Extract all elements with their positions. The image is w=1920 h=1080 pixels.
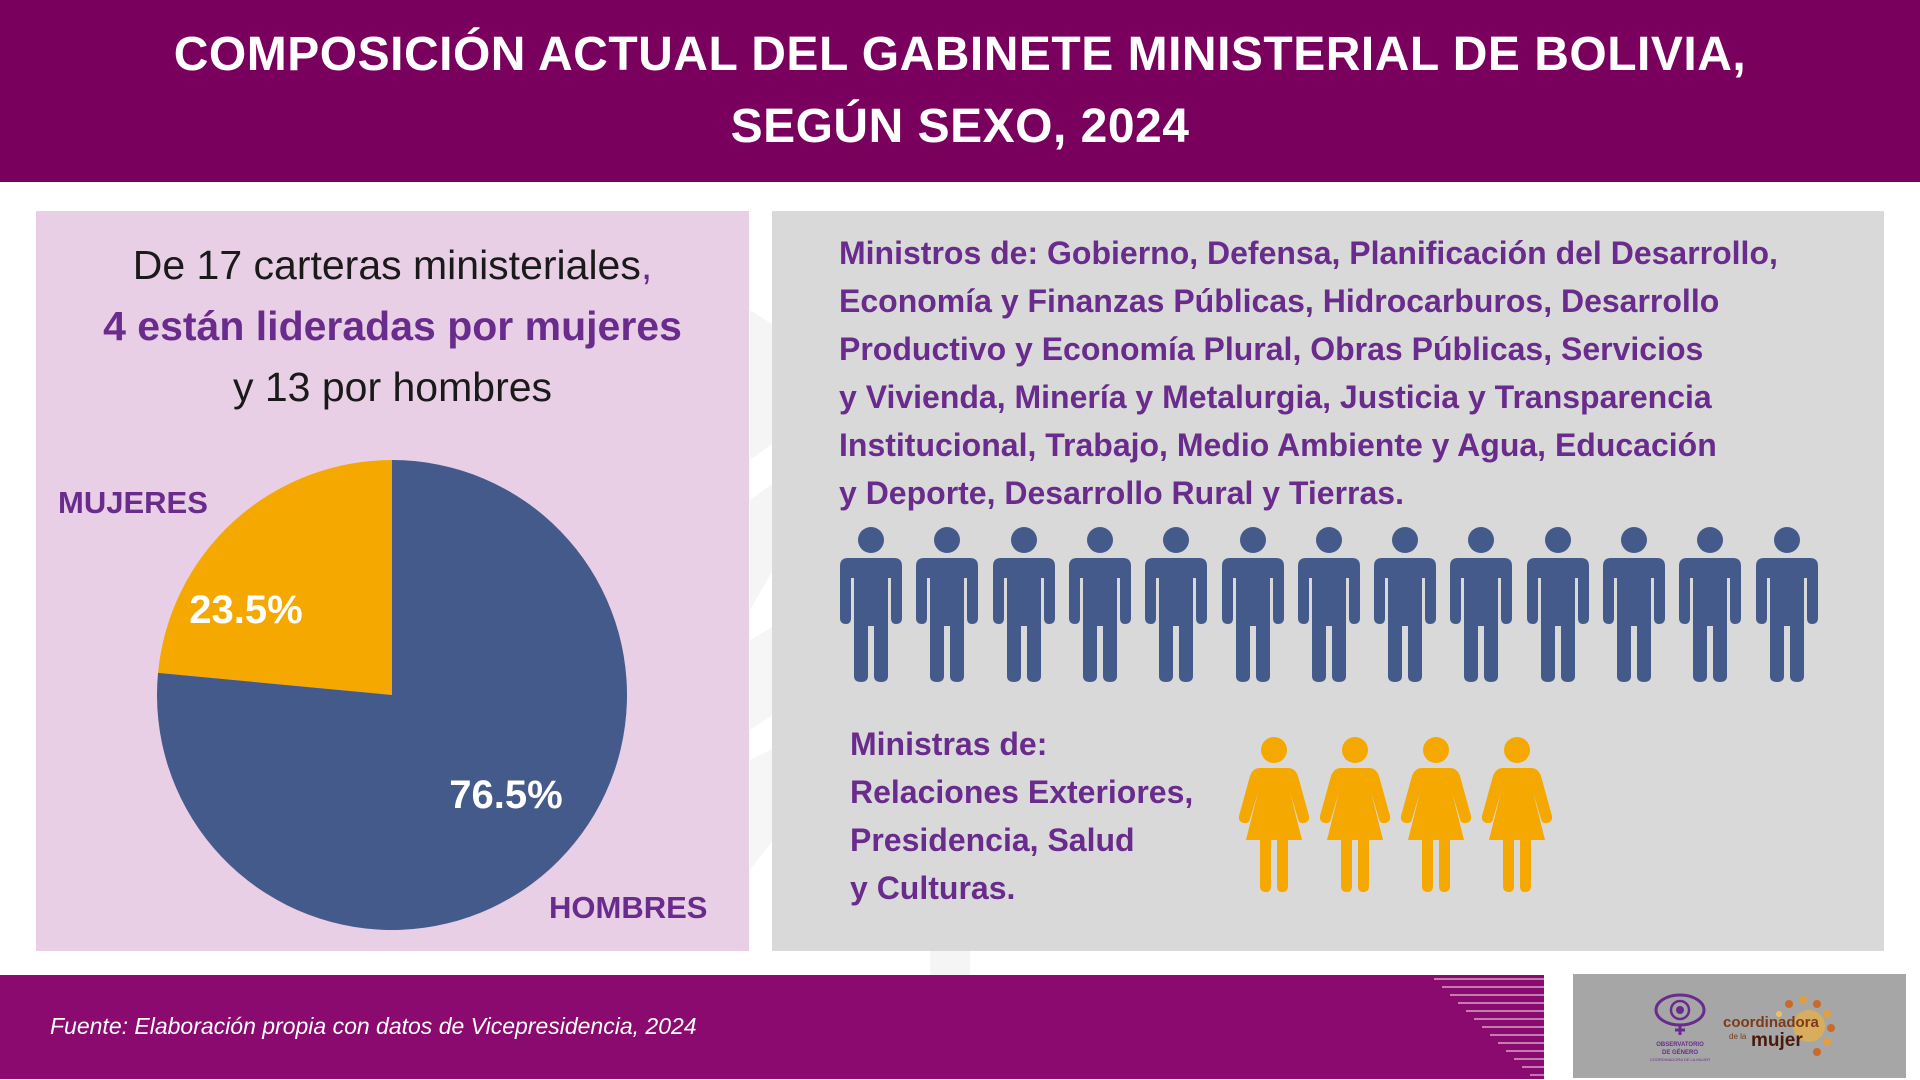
woman-icon (1319, 736, 1391, 892)
ministros-line: Economía y Finanzas Públicas, Hidrocarbu… (839, 283, 1720, 319)
ministras-line: Ministras de: (850, 726, 1048, 762)
man-icon (1677, 526, 1743, 682)
man-icon (838, 526, 904, 682)
man-icon (914, 526, 980, 682)
ministros-line: y Vivienda, Minería y Metalurgia, Justic… (839, 379, 1712, 415)
pie-chart: 23.5% 76.5% MUJERES HOMBRES (58, 460, 707, 931)
summary-headline: De 17 carteras ministeriales, 4 están li… (36, 235, 749, 418)
ministras-list: Ministras de: Relaciones Exteriores, Pre… (850, 720, 1193, 912)
man-icon (991, 526, 1057, 682)
mujer-text: mujer (1751, 1030, 1803, 1051)
logos-box: OBSERVATORIO DE GÉNERO COORDINADORA DE L… (1573, 974, 1906, 1078)
woman-icon (1400, 736, 1472, 892)
coordinadora-sub-text: de la (1729, 1032, 1747, 1041)
man-icon (1220, 526, 1286, 682)
details-panel: Ministros de: Gobierno, Defensa, Planifi… (772, 211, 1884, 951)
pie-value-label-hombres: 76.5% (449, 773, 562, 817)
title-line-1: COMPOSICIÓN ACTUAL DEL GABINETE MINISTER… (173, 28, 1747, 81)
summary-line-3: y 13 por hombres (232, 364, 553, 410)
ministros-line: Ministros de: Gobierno, Defensa, Planifi… (839, 235, 1778, 271)
title-line-2: SEGÚN SEXO, 2024 (730, 100, 1190, 153)
pie-slice-hombres (157, 460, 628, 931)
legend-hombres: HOMBRES (549, 890, 707, 925)
ministros-line: Productivo y Economía Plural, Obras Públ… (839, 331, 1704, 367)
source-text: Fuente: Elaboración propia con datos de … (50, 1013, 697, 1039)
source-footer: Fuente: Elaboración propia con datos de … (0, 975, 1544, 1079)
summary-panel: De 17 carteras ministeriales, 4 están li… (36, 211, 749, 951)
ministras-line: Relaciones Exteriores, (850, 774, 1194, 810)
observatorio-logo: OBSERVATORIO DE GÉNERO COORDINADORA DE L… (1650, 993, 1710, 1062)
summary-line-1: De 17 carteras ministeriales (132, 242, 641, 288)
ministros-line: Institucional, Trabajo, Medio Ambiente y… (839, 427, 1717, 463)
observatorio-text-1: OBSERVATORIO (1656, 1042, 1704, 1048)
stripes-decoration (1434, 978, 1544, 1076)
observatorio-text-3: COORDINADORA DE LA MUJER (1650, 1057, 1710, 1062)
man-icon (1525, 526, 1591, 682)
summary-comma: , (640, 242, 653, 288)
man-icon (1067, 526, 1133, 682)
sun-icon (1776, 996, 1835, 1056)
pie-value-label-mujeres: 23.5% (189, 588, 302, 632)
ministros-list: Ministros de: Gobierno, Defensa, Planifi… (839, 229, 1839, 517)
man-icon (1754, 526, 1820, 682)
men-icon-row (838, 526, 1828, 686)
woman-icon (1481, 736, 1553, 892)
ministros-line: y Deporte, Desarrollo Rural y Tierras. (839, 475, 1404, 511)
coordinadora-text: coordinadora (1723, 1014, 1819, 1031)
pie-slice-mujeres (158, 460, 392, 695)
summary-line-2: 4 están lideradas por mujeres (103, 303, 682, 349)
ministras-line: y Culturas. (850, 870, 1016, 906)
man-icon (1372, 526, 1438, 682)
coordinadora-logo: coordinadora de la mujer (1723, 992, 1853, 1062)
man-icon (1448, 526, 1514, 682)
title-banner: COMPOSICIÓN ACTUAL DEL GABINETE MINISTER… (0, 0, 1920, 182)
man-icon (1601, 526, 1667, 682)
woman-icon (1238, 736, 1310, 892)
women-icon-row (1238, 736, 1578, 896)
legend-mujeres: MUJERES (58, 485, 208, 520)
observatorio-text-2: DE GÉNERO (1662, 1048, 1698, 1056)
man-icon (1296, 526, 1362, 682)
man-icon (1143, 526, 1209, 682)
ministras-line: Presidencia, Salud (850, 822, 1135, 858)
